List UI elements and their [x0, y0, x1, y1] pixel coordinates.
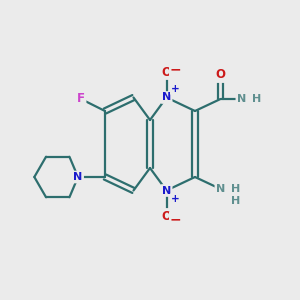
Text: O: O: [215, 68, 226, 82]
Text: +: +: [170, 194, 179, 204]
Text: H: H: [231, 196, 240, 206]
Text: O: O: [161, 65, 172, 79]
Text: −: −: [170, 62, 181, 76]
Text: H: H: [231, 184, 240, 194]
Text: +: +: [170, 84, 179, 94]
Text: N: N: [74, 172, 82, 182]
Text: H: H: [252, 94, 261, 104]
Text: N: N: [237, 94, 246, 104]
Text: F: F: [77, 92, 85, 106]
Text: O: O: [161, 209, 172, 223]
Text: N: N: [162, 92, 171, 103]
Text: −: −: [170, 212, 181, 226]
Text: N: N: [162, 185, 171, 196]
Text: N: N: [216, 184, 225, 194]
